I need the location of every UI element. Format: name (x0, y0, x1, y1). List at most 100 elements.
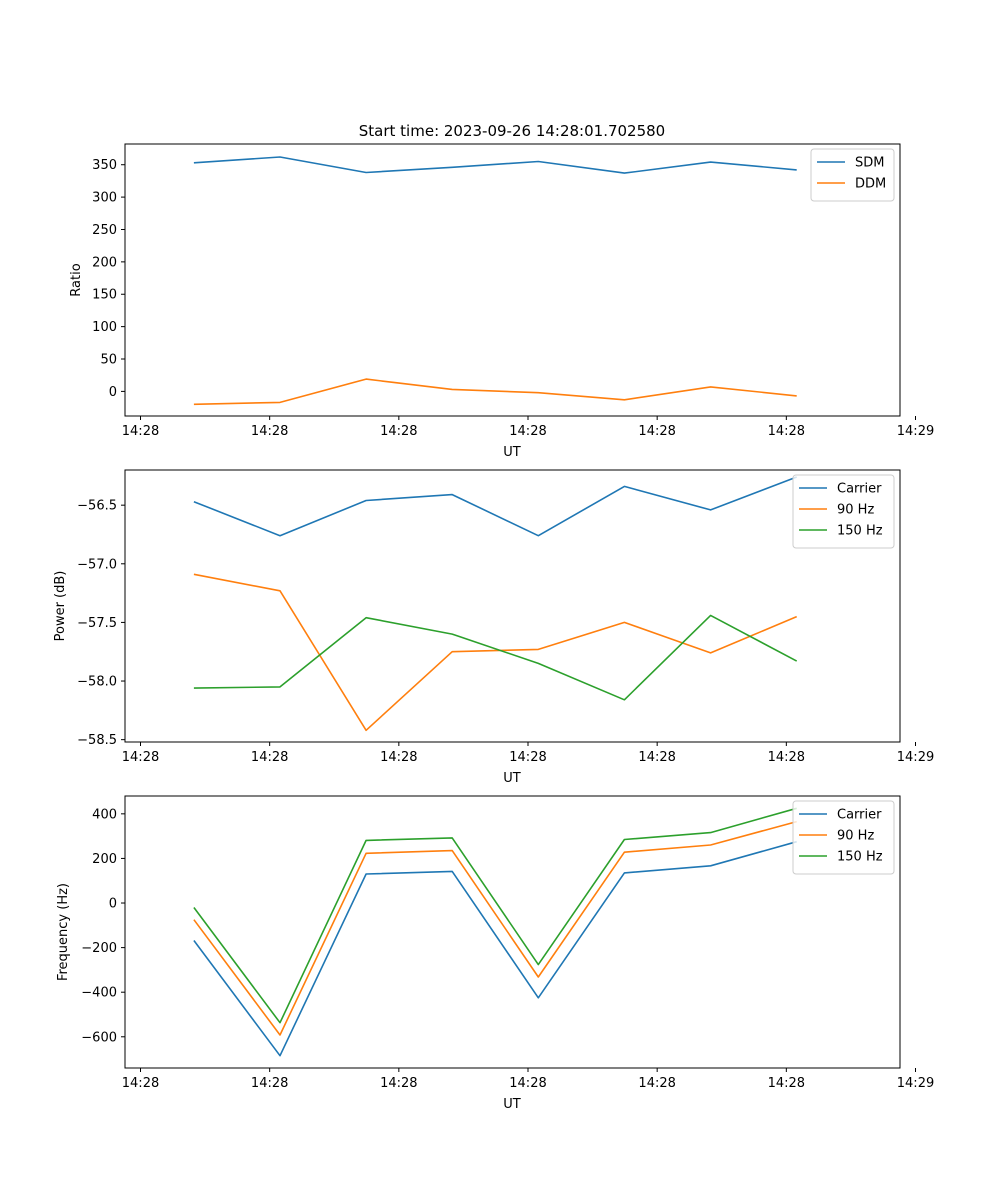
frequency-x-tick-label: 14:28 (122, 1076, 159, 1091)
frequency-x-tick-label: 14:29 (897, 1076, 934, 1091)
frequency-150-hz-point (709, 831, 711, 833)
frequency-legend-label: Carrier (837, 808, 882, 823)
power-150-hz-point (709, 614, 711, 616)
ratio-series-ddm-line (193, 378, 797, 406)
ratio-ddm-point (365, 378, 367, 380)
power-150-hz-point (451, 633, 453, 635)
power-150-hz-point (537, 662, 539, 664)
frequency-90-hz-point (193, 919, 195, 921)
frequency-90-hz-point (623, 851, 625, 853)
ratio-ddm-point (537, 391, 539, 393)
power-series-150-hz-line (193, 614, 798, 701)
power-carrier-point (451, 493, 453, 495)
ratio-sdm-point (365, 171, 367, 173)
frequency-carrier-point (193, 939, 195, 941)
frequency-series-150-hz-line (193, 807, 797, 1024)
ratio-sdm-point (709, 161, 711, 163)
power-90-hz-point (193, 573, 195, 575)
power-legend-label: Carrier (837, 482, 882, 497)
frequency-y-tick-label: −400 (81, 986, 117, 1001)
frequency-y-tick-label: −600 (81, 1030, 117, 1045)
power-carrier-point (623, 485, 625, 487)
frequency-x-tick-label: 14:28 (768, 1076, 805, 1091)
ratio-legend: SDM DDM (810, 148, 895, 202)
power-90-hz-point (623, 621, 625, 623)
power-legend-label: 150 Hz (837, 524, 883, 539)
figure-title: Start time: 2023-09-26 14:28:01.702580 (359, 122, 665, 140)
panel-ratio: Start time: 2023-09-26 14:28:01.702580 1… (69, 122, 934, 460)
ratio-y-tick-label: 0 (109, 385, 117, 400)
frequency-carrier-point (279, 1055, 281, 1057)
ratio-sdm-point (537, 160, 539, 162)
power-y-tick-label: −56.5 (77, 499, 117, 514)
frequency-x-tick-label: 14:28 (251, 1076, 288, 1091)
frequency-90-hz-point (451, 849, 453, 851)
frequency-150-hz-point (623, 838, 625, 840)
frequency-x-axis-label: UT (503, 1097, 521, 1112)
ratio-ddm-point (795, 395, 797, 397)
frequency-x-tick-label: 14:28 (380, 1076, 417, 1091)
power-90-hz-point (709, 652, 711, 654)
power-150-hz-point (623, 699, 625, 701)
frequency-150-hz-point (451, 837, 453, 839)
panel-power: 14:28 14:28 14:28 14:28 14:28 14:28 14:29 −58.5… (53, 469, 934, 786)
power-150-hz-point (279, 686, 281, 688)
ratio-y-tick-label: 150 (92, 288, 117, 303)
power-90-hz-point (537, 648, 539, 650)
ratio-plot-area: 14:28 14:28 14:28 14:28 14:28 14:28 14:29 0 50 10… (92, 156, 934, 439)
power-carrier-point (279, 534, 281, 536)
frequency-x-tick-label: 14:28 (509, 1076, 546, 1091)
frequency-y-tick-label: 0 (109, 897, 117, 912)
ratio-sdm-point (279, 156, 281, 158)
power-90-hz-point (365, 729, 367, 731)
power-x-tick-label: 14:28 (122, 750, 159, 765)
ratio-y-axis-label: Ratio (69, 263, 84, 296)
frequency-x-tick-label: 14:28 (638, 1076, 675, 1091)
frequency-90-hz-point (279, 1034, 281, 1036)
power-90-hz-point (451, 651, 453, 653)
ratio-legend-label: SDM (855, 156, 884, 171)
power-series-carrier-line (193, 476, 797, 537)
ratio-sdm-point (451, 166, 453, 168)
power-x-tick-label: 14:28 (638, 750, 675, 765)
ratio-ddm-point (623, 399, 625, 401)
power-plot-area: 14:28 14:28 14:28 14:28 14:28 14:28 14:29 −58.5… (77, 476, 934, 765)
power-axes-frame (124, 469, 901, 743)
power-x-tick-label: 14:28 (509, 750, 546, 765)
frequency-90-hz-point (537, 976, 539, 978)
frequency-150-hz-point (279, 1022, 281, 1024)
power-carrier-point (365, 499, 367, 501)
ratio-x-tick-label: 14:28 (638, 424, 675, 439)
power-150-hz-point (193, 687, 195, 689)
frequency-plot-area: 14:28 14:28 14:28 14:28 14:28 14:28 14:29 −600 −… (81, 807, 934, 1091)
ratio-y-tick-label: 300 (92, 191, 117, 206)
frequency-y-tick-label: 400 (92, 807, 117, 822)
ratio-sdm-point (193, 162, 195, 164)
frequency-carrier-point (623, 872, 625, 874)
power-y-tick-label: −58.0 (77, 675, 117, 690)
ratio-y-tick-label: 200 (92, 255, 117, 270)
ratio-ddm-point (451, 388, 453, 390)
power-150-hz-point (365, 617, 367, 619)
power-y-tick-label: −57.5 (77, 616, 117, 631)
frequency-legend-label: 150 Hz (837, 850, 883, 865)
power-90-hz-point (795, 615, 797, 617)
ratio-y-tick-label: 100 (92, 320, 117, 335)
frequency-axes-frame (124, 795, 901, 1069)
power-x-tick-label: 14:29 (897, 750, 934, 765)
ratio-x-tick-label: 14:29 (897, 424, 934, 439)
ratio-x-tick-label: 14:28 (768, 424, 805, 439)
frequency-90-hz-point (365, 852, 367, 854)
power-carrier-point (537, 534, 539, 536)
frequency-carrier-point (451, 870, 453, 872)
ratio-x-tick-label: 14:28 (380, 424, 417, 439)
frequency-series-carrier-line (193, 840, 797, 1057)
power-y-tick-label: −57.0 (77, 557, 117, 572)
ratio-ddm-point (709, 386, 711, 388)
ratio-y-tick-label: 50 (100, 353, 117, 368)
panel-frequency: 14:28 14:28 14:28 14:28 14:28 14:28 14:29 −600 −… (56, 795, 934, 1112)
ratio-series-sdm-line (193, 156, 797, 174)
ratio-x-tick-label: 14:28 (509, 424, 546, 439)
frequency-legend: Carrier 90 Hz 150 Hz (792, 800, 895, 875)
